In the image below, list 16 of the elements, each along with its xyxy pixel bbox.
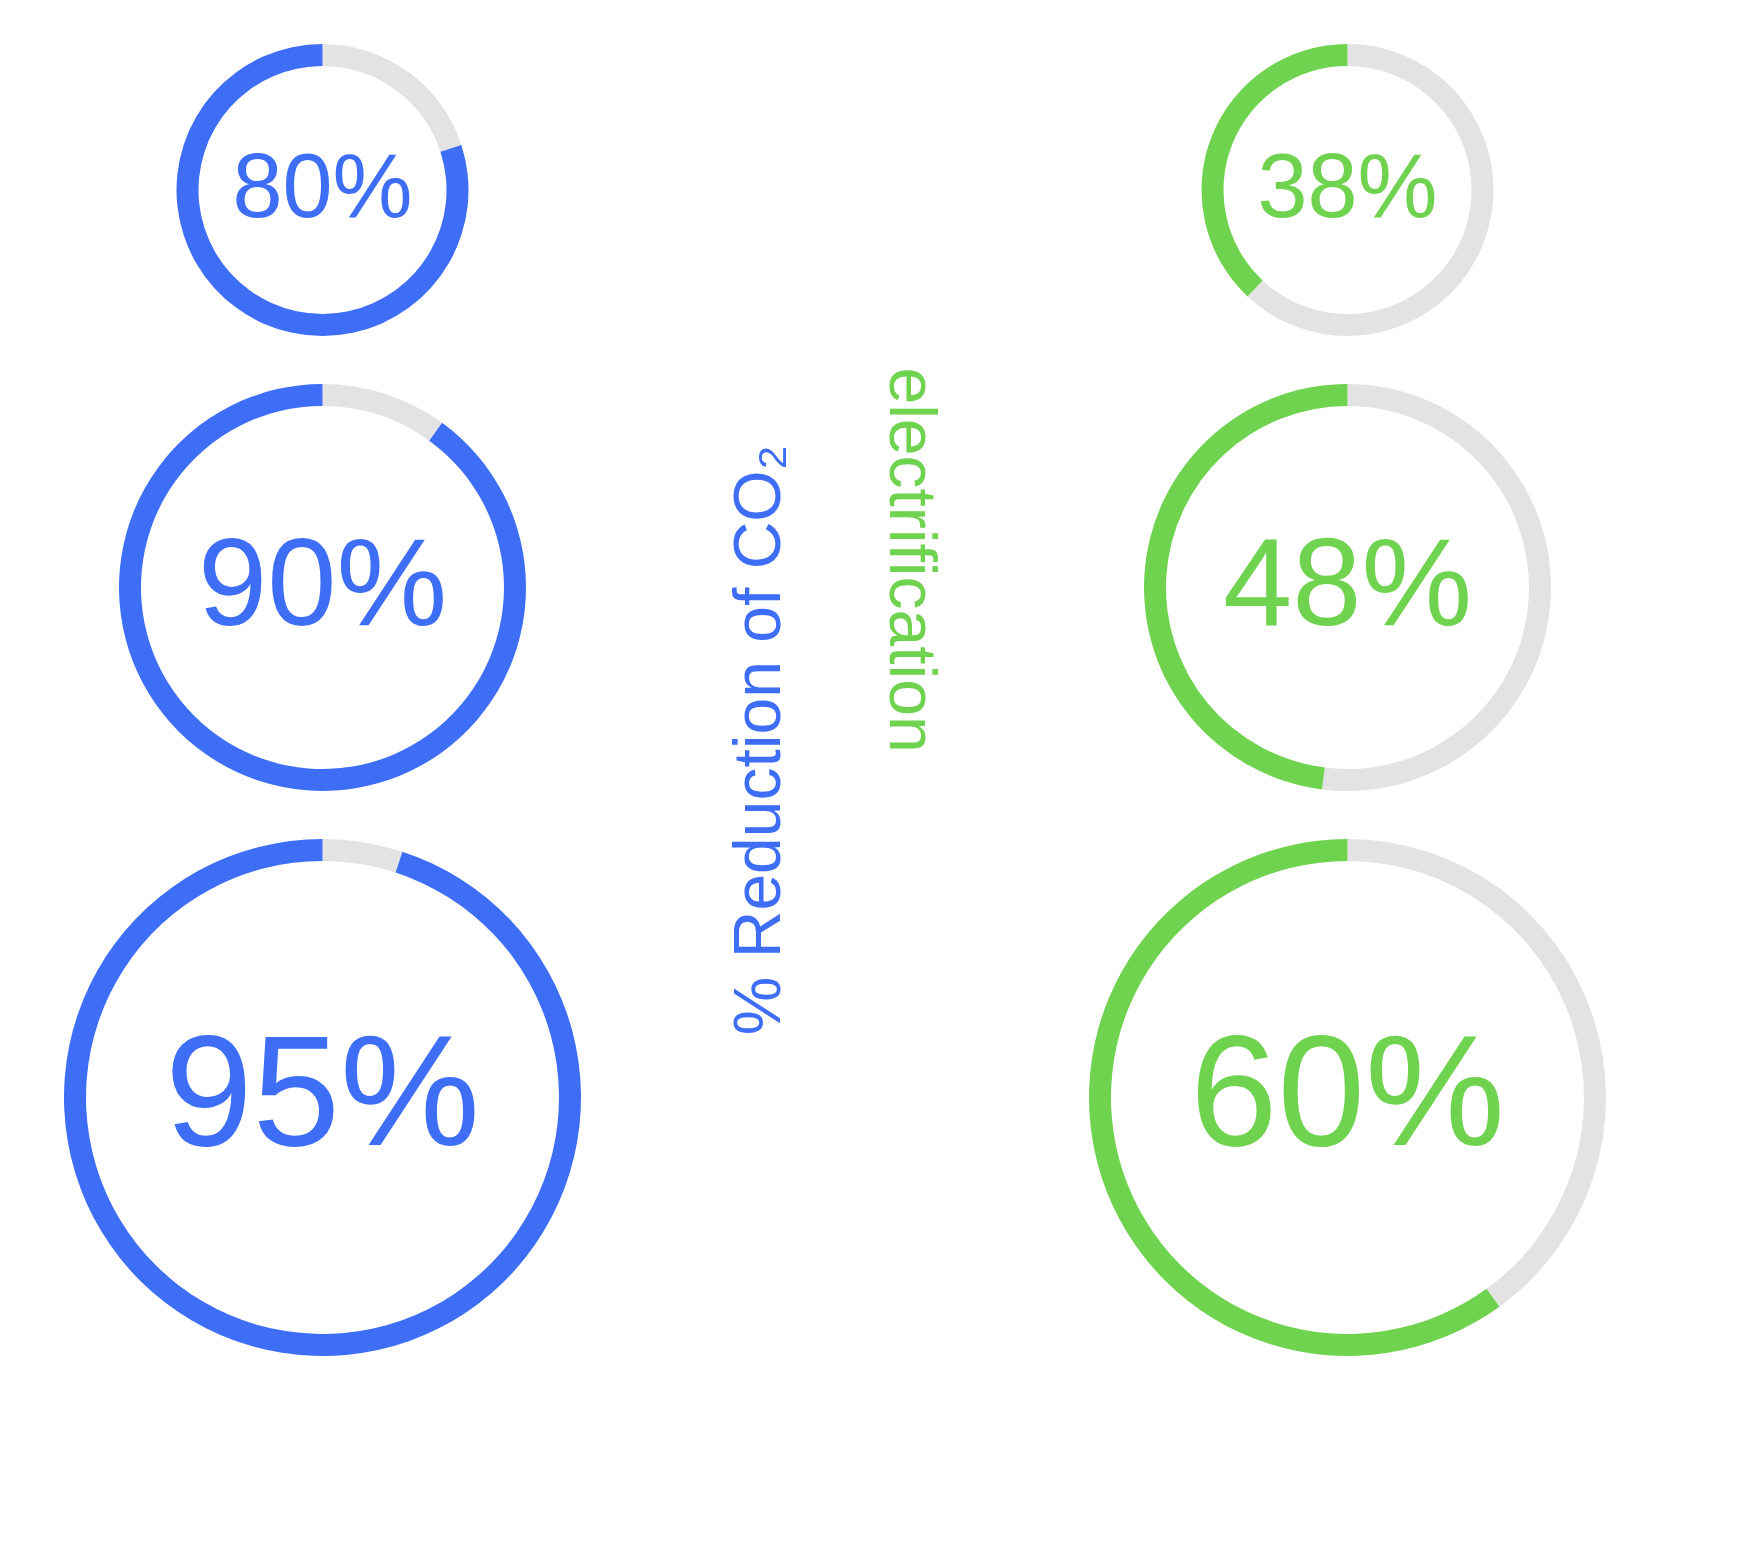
data-label: 38%	[1257, 136, 1438, 236]
text: % Reduction of CO₂	[720, 444, 794, 1036]
data-label: 48%	[1222, 511, 1473, 651]
donut-slice	[1089, 839, 1500, 1356]
data-label: 90%	[197, 511, 448, 651]
data-label: 95%	[164, 1001, 481, 1178]
donut-slice	[322, 839, 403, 873]
text: electrification	[876, 367, 950, 753]
donut-slice	[1247, 44, 1494, 336]
data-label: 60%	[1189, 1001, 1506, 1178]
donut-slice	[64, 839, 581, 1356]
data-label: 80%	[232, 136, 413, 236]
donut-slice	[176, 44, 469, 336]
donut-slice	[322, 44, 462, 152]
donut-slice	[322, 384, 443, 441]
donut-slice	[119, 384, 526, 791]
